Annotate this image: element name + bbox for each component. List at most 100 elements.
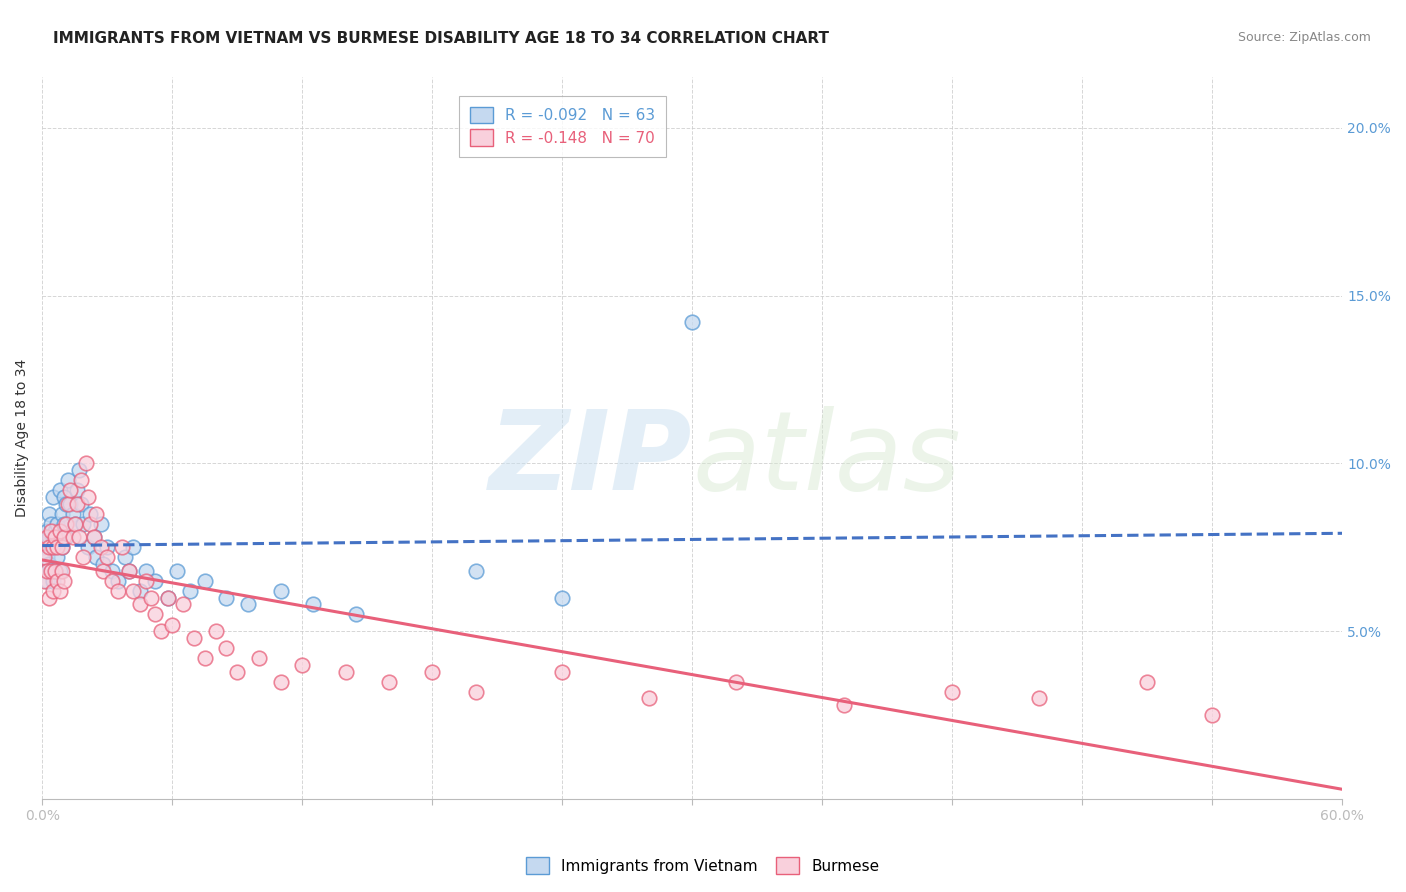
Point [62, 530, 84, 544]
Point [1136, 674, 1159, 689]
Text: IMMIGRANTS FROM VIETNAM VS BURMESE DISABILITY AGE 18 TO 34 CORRELATION CHART: IMMIGRANTS FROM VIETNAM VS BURMESE DISAB… [53, 31, 830, 46]
Point [42, 541, 65, 555]
Point [66, 483, 89, 498]
Point [63, 516, 86, 531]
Point [122, 541, 145, 555]
Point [724, 674, 747, 689]
Point [183, 631, 205, 645]
Point [111, 541, 134, 555]
Point [79, 516, 101, 531]
Point [75, 457, 97, 471]
Point [143, 574, 166, 588]
Point [58, 497, 80, 511]
Point [44, 564, 66, 578]
Point [302, 598, 325, 612]
Point [34, 541, 56, 555]
Point [118, 564, 141, 578]
Point [107, 574, 129, 588]
Point [122, 584, 145, 599]
Point [44, 530, 66, 544]
Point [58, 473, 80, 487]
Point [51, 564, 73, 578]
Point [35, 564, 58, 578]
Point [335, 665, 357, 679]
Point [72, 516, 94, 531]
Point [135, 564, 157, 578]
Point [1028, 691, 1050, 706]
Point [35, 574, 58, 588]
Point [1201, 708, 1223, 723]
Point [79, 507, 101, 521]
Point [52, 530, 75, 544]
Point [51, 541, 73, 555]
Point [46, 541, 69, 555]
Point [344, 607, 367, 622]
Y-axis label: Disability Age 18 to 34: Disability Age 18 to 34 [15, 359, 30, 517]
Point [128, 598, 150, 612]
Point [51, 507, 73, 521]
Point [114, 550, 136, 565]
Point [172, 598, 194, 612]
Point [215, 640, 238, 655]
Point [34, 564, 56, 578]
Point [90, 516, 112, 531]
Point [128, 584, 150, 599]
Point [51, 541, 73, 555]
Point [179, 584, 201, 599]
Point [143, 607, 166, 622]
Point [156, 591, 179, 605]
Point [91, 564, 114, 578]
Point [35, 530, 58, 544]
Point [63, 516, 86, 531]
Point [118, 564, 141, 578]
Point [270, 674, 292, 689]
Point [420, 665, 443, 679]
Point [52, 516, 75, 531]
Point [42, 530, 65, 544]
Point [76, 490, 98, 504]
Point [48, 483, 70, 498]
Point [70, 473, 93, 487]
Point [86, 507, 108, 521]
Point [39, 564, 62, 578]
Point [100, 564, 122, 578]
Point [55, 516, 77, 531]
Text: Source: ZipAtlas.com: Source: ZipAtlas.com [1237, 31, 1371, 45]
Point [38, 507, 60, 521]
Point [139, 591, 162, 605]
Point [39, 516, 62, 531]
Point [39, 524, 62, 538]
Point [42, 584, 65, 599]
Point [38, 541, 60, 555]
Point [38, 557, 60, 571]
Text: ZIP: ZIP [489, 407, 692, 514]
Point [204, 624, 226, 639]
Point [551, 591, 574, 605]
Point [96, 541, 118, 555]
Point [72, 550, 94, 565]
Point [46, 530, 69, 544]
Point [52, 490, 75, 504]
Point [44, 524, 66, 538]
Point [160, 617, 183, 632]
Point [156, 591, 179, 605]
Point [48, 524, 70, 538]
Point [941, 684, 963, 698]
Point [38, 591, 60, 605]
Legend: R = -0.092   N = 63, R = -0.148   N = 70: R = -0.092 N = 63, R = -0.148 N = 70 [458, 96, 665, 157]
Point [90, 541, 112, 555]
Point [226, 665, 249, 679]
Point [135, 574, 157, 588]
Point [150, 624, 173, 639]
Point [46, 574, 69, 588]
Point [194, 574, 217, 588]
Point [91, 557, 114, 571]
Point [62, 507, 84, 521]
Point [464, 684, 486, 698]
Point [96, 550, 118, 565]
Point [46, 516, 69, 531]
Point [270, 584, 292, 599]
Point [166, 564, 188, 578]
Point [70, 497, 93, 511]
Point [35, 524, 58, 538]
